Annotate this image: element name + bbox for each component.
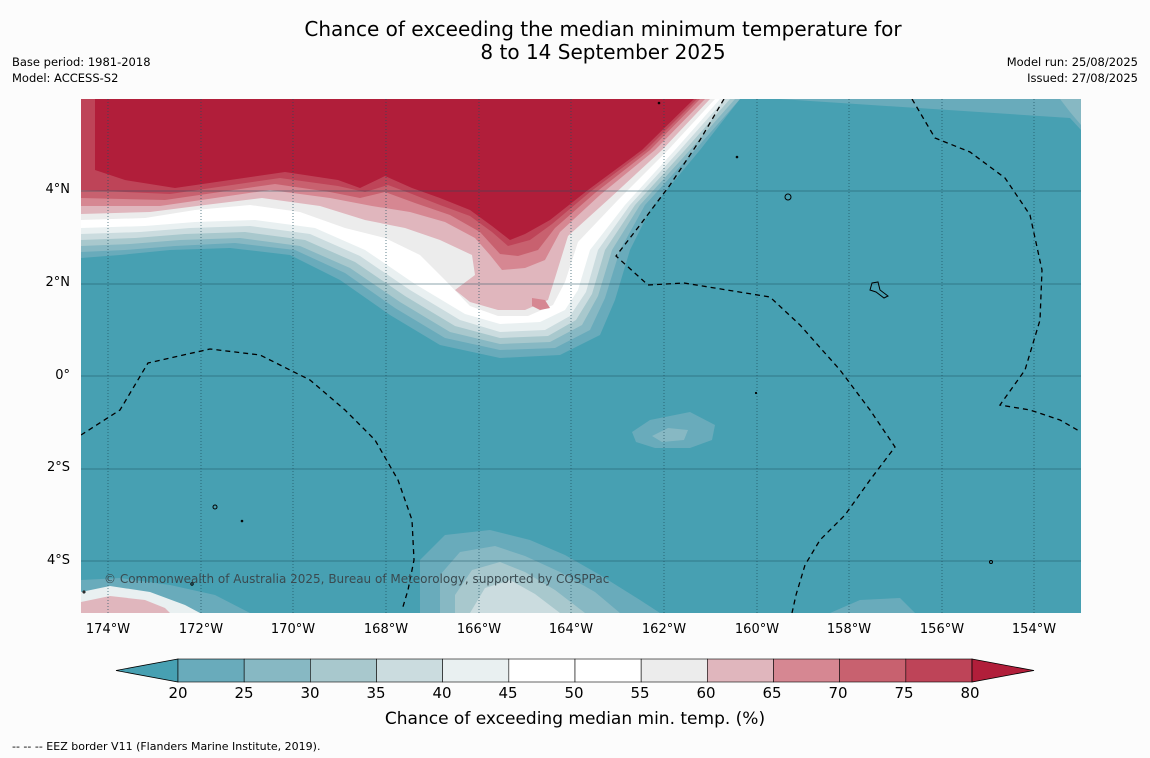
colorbar-arrow-low <box>115 658 179 683</box>
island-shape <box>190 582 194 586</box>
lon-label-154W: 154°W <box>1011 622 1057 637</box>
colorbar-segment <box>640 658 708 683</box>
contour-mid-25 <box>652 428 688 442</box>
contour-band-80 <box>95 99 694 240</box>
colorbar-segment <box>707 658 774 683</box>
eez-border-east <box>911 99 1081 433</box>
eez-border-central <box>615 99 896 613</box>
contour-south-35 <box>470 580 560 613</box>
island-shape <box>82 590 86 594</box>
colorbar-segments <box>177 658 973 683</box>
chart-title: Chance of exceeding the median minimum t… <box>0 18 1150 64</box>
colorbar-tick: 75 <box>894 684 914 702</box>
colorbar-tick: 80 <box>960 684 980 702</box>
contour-ne-20 <box>1060 99 1081 125</box>
island-shape <box>989 560 993 564</box>
island-shape <box>735 155 739 159</box>
colorbar-tick: 30 <box>300 684 320 702</box>
model-run-label: Model run: 25/08/2025 <box>1006 55 1138 69</box>
lon-label-156W: 156°W <box>919 622 965 637</box>
lon-label-158W: 158°W <box>826 622 872 637</box>
lon-label-164W: 164°W <box>548 622 594 637</box>
colorbar-segment <box>839 658 907 683</box>
colorbar-arrow-high <box>971 658 1035 683</box>
lon-label-170W: 170°W <box>270 622 316 637</box>
island-shape <box>212 504 218 510</box>
island-shape <box>240 519 244 523</box>
lat-label-2N: 2°N <box>45 275 71 290</box>
eez-border-west <box>81 348 415 611</box>
lon-label-166W: 166°W <box>456 622 502 637</box>
colorbar-tick: 55 <box>630 684 650 702</box>
contour-se-20 <box>830 598 915 613</box>
colorbar-segment <box>310 658 377 683</box>
colorbar-tick: 25 <box>234 684 254 702</box>
lon-label-172W: 172°W <box>178 622 224 637</box>
island-shape <box>869 281 889 299</box>
issued-label: Issued: 27/08/2025 <box>1027 71 1138 85</box>
colorbar-segment <box>574 658 642 683</box>
contour-small-island-65 <box>532 298 550 310</box>
contour-sw-65 <box>81 596 170 613</box>
lat-label-0: 0° <box>55 368 70 383</box>
island-shape <box>754 391 758 395</box>
colorbar-tick: 65 <box>762 684 782 702</box>
colorbar-segment <box>177 658 245 683</box>
colorbar-segment <box>773 658 840 683</box>
lat-label-4N: 4°N <box>45 182 71 197</box>
eez-footnote: -- -- -- EEZ border V11 (Flanders Marine… <box>12 740 321 753</box>
title-line-1: Chance of exceeding the median minimum t… <box>304 17 902 41</box>
colorbar-tick: 45 <box>498 684 518 702</box>
meta-left: Base period: 1981-2018 Model: ACCESS-S2 <box>12 54 151 86</box>
colorbar-tick: 60 <box>696 684 716 702</box>
graticule <box>81 190 1081 562</box>
lon-label-162W: 162°W <box>641 622 687 637</box>
title-line-2: 8 to 14 September 2025 <box>480 40 726 64</box>
colorbar <box>115 658 1035 683</box>
colorbar-tick: 40 <box>432 684 452 702</box>
island-shape <box>784 193 792 201</box>
colorbar-tick: 20 <box>168 684 188 702</box>
eez-borders <box>81 99 1081 613</box>
lon-label-168W: 168°W <box>363 622 409 637</box>
island-shape <box>657 101 661 105</box>
colorbar-tick: 50 <box>564 684 584 702</box>
colorbar-tick: 70 <box>828 684 848 702</box>
contour-field <box>81 99 1081 613</box>
meta-right: Model run: 25/08/2025 Issued: 27/08/2025 <box>1007 54 1138 86</box>
base-period-label: Base period: 1981-2018 <box>12 55 151 69</box>
colorbar-segment <box>442 658 510 683</box>
colorbar-segment <box>508 658 576 683</box>
lat-label-4S: 4°S <box>46 553 70 568</box>
colorbar-segment <box>243 658 311 683</box>
lon-label-160W: 160°W <box>734 622 780 637</box>
model-label: Model: ACCESS-S2 <box>12 71 119 85</box>
lat-label-2S: 2°S <box>46 460 70 475</box>
colorbar-title: Chance of exceeding median min. temp. (%… <box>384 709 766 729</box>
colorbar-tick: 35 <box>366 684 386 702</box>
lon-label-174W: 174°W <box>85 622 131 637</box>
copyright-notice: © Commonwealth of Australia 2025, Bureau… <box>104 572 610 586</box>
colorbar-segment <box>905 658 973 683</box>
islands <box>82 101 993 594</box>
colorbar-segment <box>376 658 443 683</box>
